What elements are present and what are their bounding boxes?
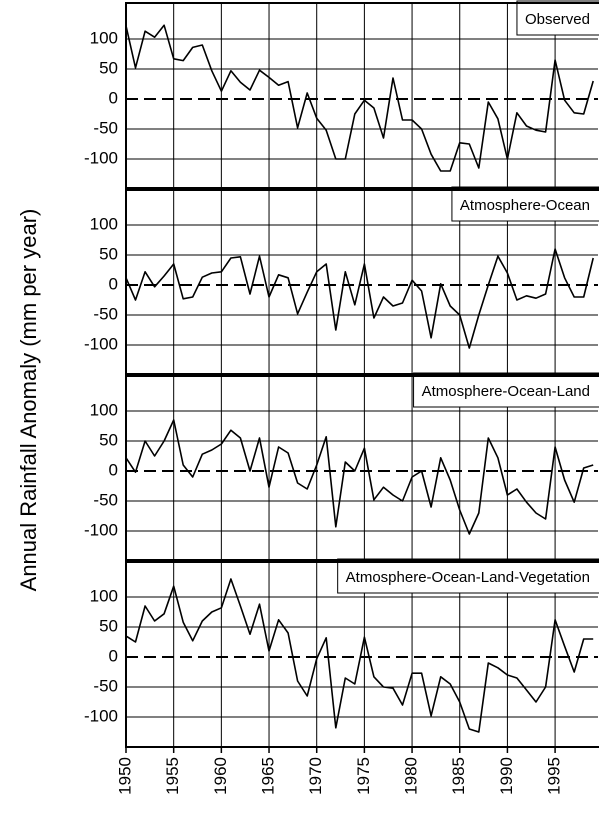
y-tick-label: -50 [93, 490, 118, 509]
y-tick-label: 100 [90, 214, 118, 233]
y-tick-label: 0 [109, 88, 118, 107]
data-line [125, 24, 594, 172]
x-tick-label: 1955 [163, 757, 182, 795]
y-tick-label: 0 [109, 646, 118, 665]
y-tick-label: 50 [99, 244, 118, 263]
x-tick-label: 1950 [115, 757, 134, 795]
data-line [125, 578, 594, 733]
x-tick-label: 1970 [306, 757, 325, 795]
panel-title-group: Atmosphere-Ocean-Land-Vegetation [337, 558, 599, 594]
y-tick-label: 100 [90, 28, 118, 47]
y-tick-label: 50 [99, 430, 118, 449]
x-tick-label: 1995 [545, 757, 564, 795]
x-tick-label: 1965 [259, 757, 278, 795]
panel-title-box [516, 0, 599, 36]
panel-title-group: Observed [516, 0, 599, 36]
y-tick-label: 0 [109, 460, 118, 479]
x-tick-label: 1975 [354, 757, 373, 795]
panel-title: Atmosphere-Ocean-Land [422, 383, 590, 400]
data-line [125, 419, 594, 535]
data-line [125, 248, 594, 349]
y-tick-label: -50 [93, 676, 118, 695]
y-tick-label: -100 [84, 520, 118, 539]
y-axis-label: Annual Rainfall Anomaly (mm per year) [16, 209, 41, 592]
y-tick-label: -50 [93, 118, 118, 137]
x-tick-label: 1960 [211, 757, 230, 795]
y-tick-label: 0 [109, 274, 118, 293]
panel-title-group: Atmosphere-Ocean-Land [413, 372, 599, 408]
y-tick-label: -50 [93, 304, 118, 323]
y-tick-label: 50 [99, 616, 118, 635]
panel-title: Atmosphere-Ocean [460, 197, 590, 214]
y-tick-label: 100 [90, 400, 118, 419]
y-tick-label: -100 [84, 706, 118, 725]
y-tick-label: -100 [84, 334, 118, 353]
panel-title: Observed [525, 11, 590, 28]
x-tick-label: 1985 [449, 757, 468, 795]
y-tick-label: 50 [99, 58, 118, 77]
panel-title-box [337, 558, 599, 594]
panel-title-group: Atmosphere-Ocean [451, 186, 599, 222]
panel-title-box [413, 372, 599, 408]
y-tick-label: 100 [90, 586, 118, 605]
panel-title: Atmosphere-Ocean-Land-Vegetation [346, 569, 590, 586]
x-tick-label: 1990 [497, 757, 516, 795]
y-tick-label: -100 [84, 148, 118, 167]
x-tick-label: 1980 [402, 757, 421, 795]
